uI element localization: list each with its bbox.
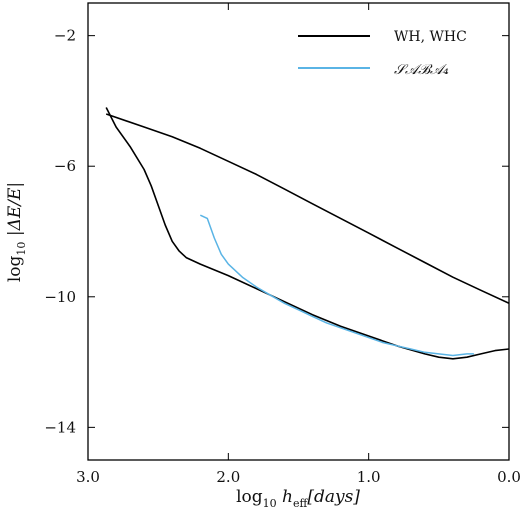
x-tick-label: 1.0	[357, 468, 381, 486]
x-tick-label: 0.0	[497, 468, 520, 486]
x-axis-label: log10 heff[days]	[236, 487, 360, 510]
x-axis: 3.0 2.0 1.0 0.0	[76, 3, 520, 486]
legend-label-saba4: 𝒮𝒜ℬ𝒜₄	[394, 62, 449, 78]
y-axis: −2 −6 −10 −14	[44, 27, 509, 436]
y-tick-label: −10	[44, 288, 76, 306]
y-axis-label: log10 |ΔE/E|	[5, 182, 28, 282]
plot-frame	[87, 2, 510, 461]
plot-area	[105, 107, 510, 360]
y-tick-label: −14	[44, 418, 76, 436]
legend-label-wh-whc: WH, WHC	[394, 29, 467, 45]
x-tick-label: 2.0	[216, 468, 240, 486]
x-tick-label: 3.0	[76, 468, 100, 486]
y-tick-label: −6	[54, 157, 76, 175]
y-tick-label: −2	[54, 27, 76, 45]
series-line-wh-whc-1	[105, 107, 510, 360]
legend: WH, WHC 𝒮𝒜ℬ𝒜₄	[298, 29, 467, 78]
series-line-saba4-0	[199, 214, 474, 357]
series-line-wh-whc-0	[105, 113, 510, 305]
